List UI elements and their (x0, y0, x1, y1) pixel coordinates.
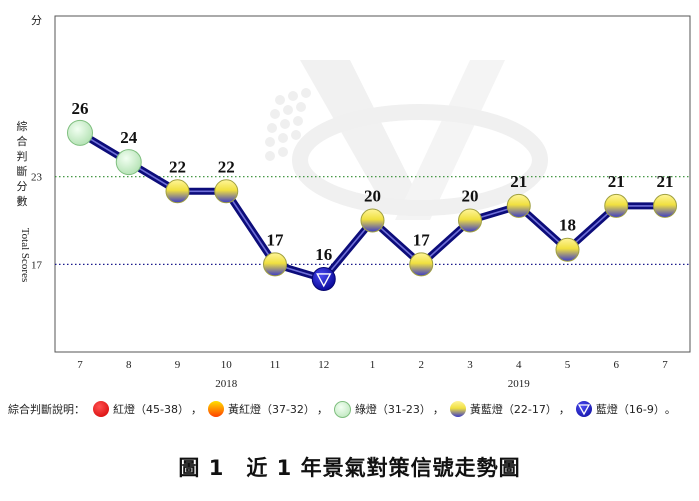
x-tick-label: 9 (175, 359, 181, 371)
y-axis-label-english: Total Scores (19, 228, 31, 283)
y-axis-label-char: 數 (17, 195, 28, 208)
x-tick-label: 7 (77, 359, 83, 371)
x-tick-label: 10 (221, 359, 233, 371)
data-label: 21 (657, 172, 674, 191)
y-tick-label: 17 (31, 259, 43, 271)
signal-marker-yellow-blue (458, 208, 482, 233)
signal-marker-blue (311, 266, 336, 291)
x-tick-label: 7 (662, 359, 668, 371)
yellow-blue-light-icon (449, 401, 466, 417)
signal-marker-yellow-blue (506, 193, 531, 218)
data-label: 17 (413, 230, 431, 249)
data-label: 20 (364, 187, 381, 206)
yellow-red-light-icon (207, 401, 224, 417)
data-label: 24 (120, 128, 138, 147)
signal-marker-yellow-blue (360, 208, 385, 233)
figure-caption: 圖 1 近 1 年景氣對策信號走勢圖 (0, 452, 699, 482)
data-label: 22 (218, 157, 235, 176)
legend-item-blue: 藍燈（16-9）。 (575, 401, 676, 417)
x-tick-label: 6 (614, 359, 620, 371)
y-unit-label: 分 (31, 14, 42, 27)
signal-marker-yellow-blue (409, 252, 434, 277)
x-tick-label: 5 (565, 359, 571, 371)
data-label: 18 (559, 216, 576, 235)
x-axis-ticks: 7 8 9 10 11 12 1 2 3 4 5 6 7 (77, 359, 668, 371)
data-label: 17 (267, 230, 285, 249)
signal-marker-yellow-blue (214, 179, 239, 204)
legend: 綜合判斷說明： 紅燈（45-38）， 黃紅燈（37-32）， 綠燈（31-23）… (8, 398, 698, 420)
reference-lines: 23 17 (31, 172, 690, 271)
legend-item-green: 綠燈（31-23）， (333, 400, 444, 418)
y-axis-label-char: 斷 (17, 165, 28, 178)
figure-number: 圖 1 (178, 456, 225, 480)
x-axis-years: 2018 2019 (215, 378, 530, 390)
legend-item-yellow-blue: 黃藍燈（22-17）， (449, 401, 570, 417)
signal-marker-yellow-blue (165, 179, 190, 204)
y-axis-label-char: 分 (17, 180, 28, 193)
blue-light-triangle (316, 273, 332, 288)
x-tick-label: 4 (516, 359, 522, 371)
data-label: 16 (315, 245, 332, 264)
y-axis-label-char: 判 (17, 150, 28, 163)
x-tick-label: 11 (270, 359, 281, 371)
x-year-label: 2019 (508, 378, 531, 390)
x-tick-label: 1 (370, 359, 376, 371)
signal-marker-green (115, 149, 142, 176)
plot-frame (54, 15, 691, 353)
x-year-label: 2018 (215, 378, 238, 390)
data-label: 20 (462, 187, 479, 206)
data-label: 21 (510, 172, 527, 191)
x-tick-label: 3 (467, 359, 473, 371)
blue-light-icon (575, 401, 592, 417)
figure-title: 近 1 年景氣對策信號走勢圖 (246, 456, 521, 480)
y-axis-label-char: 綜 (17, 119, 28, 133)
y-tick-label: 23 (31, 172, 43, 184)
series-total-scores: 26 24 22 22 17 16 20 17 20 21 18 21 21 (67, 99, 677, 291)
red-light-icon (93, 401, 109, 417)
data-label: 26 (72, 99, 89, 118)
x-tick-label: 12 (318, 359, 329, 371)
legend-item-red: 紅燈（45-38）， (93, 401, 202, 417)
legend-title: 綜合判斷說明： (8, 403, 85, 416)
watermark-logo (265, 60, 548, 220)
x-tick-label: 8 (126, 359, 132, 371)
signal-marker-green (67, 119, 93, 146)
signal-marker-yellow-blue (653, 193, 677, 218)
green-light-icon (333, 400, 351, 418)
signal-marker-yellow-blue (604, 193, 629, 218)
signal-marker-yellow-blue (263, 252, 287, 277)
x-tick-label: 2 (419, 359, 425, 371)
signal-marker-yellow-blue (555, 237, 580, 262)
legend-item-yellow-red: 黃紅燈（37-32）， (207, 401, 328, 417)
y-axis-label-char: 合 (17, 134, 28, 148)
data-label: 22 (169, 157, 186, 176)
data-label: 21 (608, 172, 625, 191)
